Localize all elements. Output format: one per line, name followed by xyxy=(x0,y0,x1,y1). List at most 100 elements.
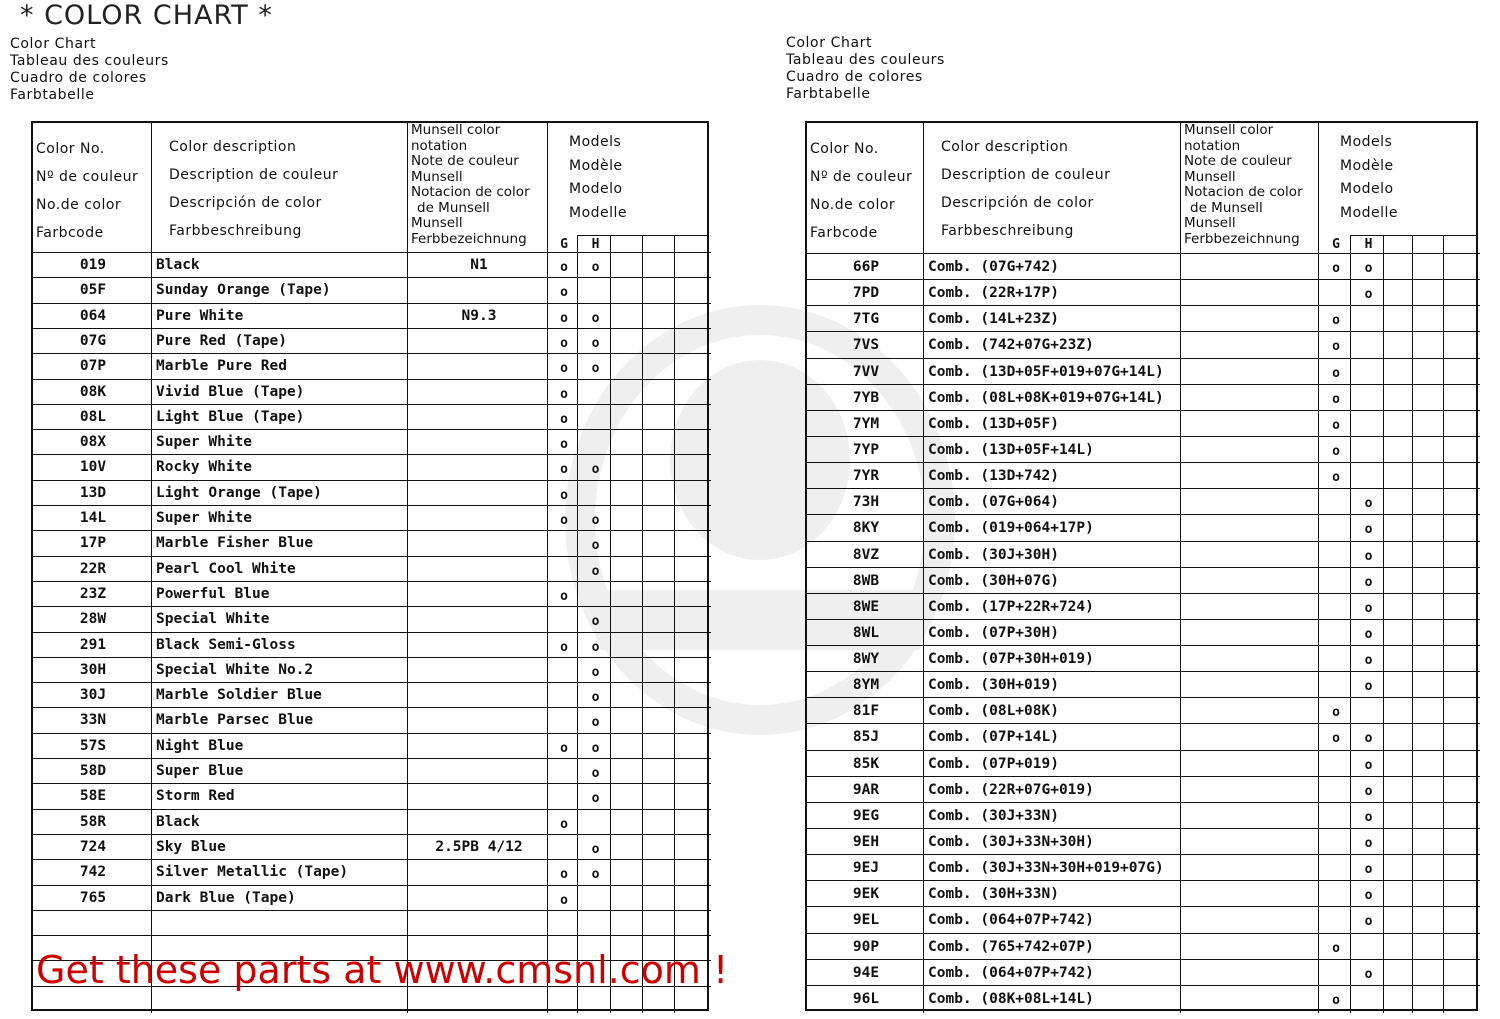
munsell-notation xyxy=(1182,804,1320,830)
color-description: Comb. (064+07P+742) xyxy=(928,912,1094,929)
color-description xyxy=(156,912,408,937)
model-g-mark xyxy=(1320,284,1352,307)
color-code: 8WE xyxy=(852,598,880,615)
table-row: 22R Pearl Cool White o xyxy=(33,558,711,583)
model-h-mark: o xyxy=(1364,966,1373,982)
color-code: 8WY xyxy=(852,651,880,668)
row-divider xyxy=(33,909,711,911)
header-label: Notacion de color xyxy=(1184,184,1303,200)
munsell-notation: 2.5PB 4/12 xyxy=(435,838,523,855)
munsell-notation xyxy=(409,431,549,456)
model-h-mark xyxy=(1352,389,1385,412)
munsell-notation xyxy=(1182,595,1320,621)
row-divider xyxy=(33,403,711,405)
model-g-mark: o xyxy=(560,892,568,908)
table-row: 8VZ Comb. (30J+30H) o xyxy=(807,543,1480,569)
munsell-notation xyxy=(1182,882,1320,908)
header-label: Notacion de color xyxy=(411,184,530,200)
color-code: 96L xyxy=(852,990,880,1007)
color-description: Black xyxy=(156,813,200,830)
model-h-mark xyxy=(1352,441,1385,464)
header-label: Munsell color xyxy=(1184,122,1274,138)
header-models: Models Modèle Modelo Modelle xyxy=(1340,131,1398,225)
munsell-notation xyxy=(1182,438,1320,464)
color-description: Comb. (17P+22R+724) xyxy=(928,598,1094,615)
header-description: Color description Description de couleur D… xyxy=(941,133,1110,245)
footer-link[interactable]: Get these parts at www.cmsnl.com ! xyxy=(36,948,729,992)
header-description: Color description Description de couleur D… xyxy=(169,133,338,245)
header-divider xyxy=(577,235,709,236)
model-h-mark xyxy=(579,384,612,406)
color-code: 33N xyxy=(79,712,107,729)
header-label: de Munsell xyxy=(417,199,490,216)
munsell-notation xyxy=(1182,360,1320,386)
color-code: 58D xyxy=(79,763,107,779)
munsell-notation xyxy=(409,507,549,532)
color-code: 73H xyxy=(852,494,880,511)
color-description: Comb. (30J+33N+30H+019+07G) xyxy=(928,860,1164,877)
column-divider xyxy=(1350,235,1351,1013)
model-g-mark: o xyxy=(560,361,568,377)
header-label: Models xyxy=(569,134,622,150)
model-g-mark xyxy=(1320,964,1352,987)
color-description: Pearl Cool White xyxy=(156,560,296,577)
model-h-mark: o xyxy=(1364,522,1373,538)
header-label: Nº de couleur xyxy=(810,169,913,185)
model-h-mark: o xyxy=(1364,261,1373,276)
munsell-notation xyxy=(1182,307,1320,333)
table-row: 81F Comb. (08L+08K) o xyxy=(807,699,1480,725)
header-label: Models xyxy=(1340,134,1393,150)
table-row: 17P Marble Fisher Blue o xyxy=(33,532,711,557)
model-h-mark xyxy=(579,915,612,937)
table-row: 23Z Powerful Blue o xyxy=(33,583,711,608)
header-label: Munsell xyxy=(1184,215,1236,231)
color-code: 28W xyxy=(79,611,107,628)
header-label: Munsell xyxy=(411,168,463,185)
color-description: Comb. (07G+064) xyxy=(928,494,1059,511)
model-h-mark: o xyxy=(591,740,600,756)
model-h-mark: o xyxy=(1364,574,1373,590)
model-g-mark: o xyxy=(560,437,568,453)
header-label: No.de color xyxy=(36,197,122,213)
column-divider xyxy=(151,123,152,1013)
row-divider xyxy=(807,462,1480,464)
row-divider xyxy=(807,749,1480,751)
color-code: 05F xyxy=(79,282,107,299)
table-row: 96L Comb. (08K+08L+14L) o xyxy=(807,987,1480,1013)
color-description: Comb. (07P+14L) xyxy=(928,729,1059,746)
column-divider xyxy=(642,235,643,1013)
color-description: Dark Blue (Tape) xyxy=(156,889,296,906)
munsell-notation xyxy=(409,406,549,431)
row-divider xyxy=(807,383,1480,385)
lang-label: Tableau des couleurs xyxy=(786,52,945,68)
color-code: 8WL xyxy=(852,624,880,641)
row-divider xyxy=(33,580,711,582)
model-h-mark: o xyxy=(591,538,600,554)
color-description: Comb. (13D+05F+14L) xyxy=(928,441,1094,458)
model-g-mark xyxy=(549,712,579,734)
munsell-notation xyxy=(1182,856,1320,882)
model-g-mark xyxy=(1320,493,1352,516)
row-divider xyxy=(33,758,711,759)
header-label: Modelle xyxy=(569,204,628,221)
color-code: 7TG xyxy=(852,311,880,328)
model-g-mark: o xyxy=(560,285,568,301)
color-description: Super White xyxy=(156,434,253,451)
model-g-mark: o xyxy=(560,386,568,402)
row-divider xyxy=(807,984,1480,986)
table-row: 9EL Comb. (064+07P+742) o xyxy=(807,908,1480,934)
munsell-notation xyxy=(1182,543,1320,569)
munsell-notation xyxy=(409,583,549,608)
column-divider xyxy=(1180,123,1181,1013)
model-h-mark xyxy=(1352,310,1385,333)
model-h-mark xyxy=(579,485,612,507)
model-g-mark: o xyxy=(560,588,568,604)
model-g-mark: o xyxy=(560,867,568,883)
header-divider xyxy=(807,253,1480,254)
row-divider xyxy=(807,958,1480,960)
color-code: 08L xyxy=(79,408,107,425)
header-color-no: Color No. Nº de couleur No.de color Farbcod… xyxy=(36,135,138,247)
table-row: 7YP Comb. (13D+05F+14L) o xyxy=(807,438,1480,464)
color-description: Comb. (08L+08K) xyxy=(928,703,1059,720)
color-code: 08K xyxy=(79,383,107,400)
